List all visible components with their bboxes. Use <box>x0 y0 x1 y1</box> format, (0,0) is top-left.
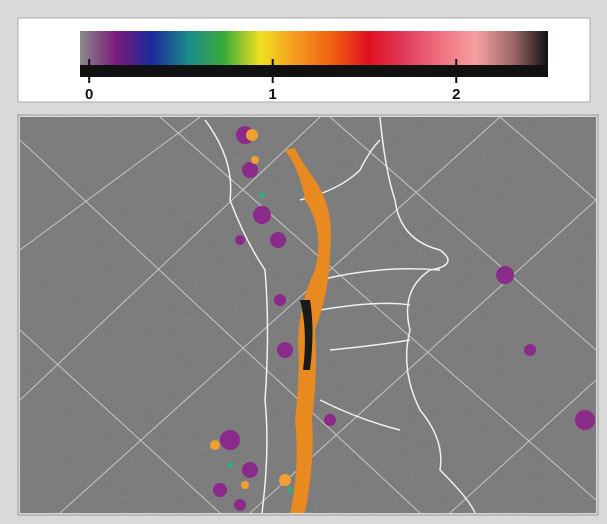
map <box>18 115 598 515</box>
screenshot: 0 1 2 <box>0 0 607 524</box>
colorbar-scale-strip <box>80 65 548 77</box>
tick-label: 1 <box>269 86 277 103</box>
page: 0 1 2 <box>0 0 607 524</box>
tick-label: 0 <box>85 86 93 103</box>
tick-label: 2 <box>452 86 460 103</box>
